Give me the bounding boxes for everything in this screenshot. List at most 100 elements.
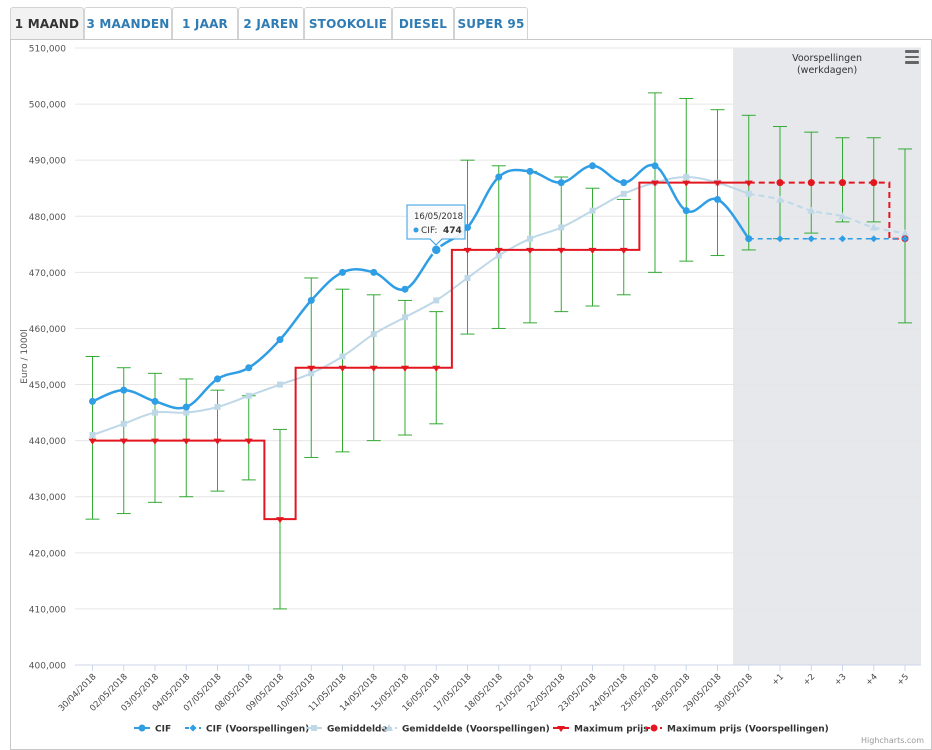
chart-menu-icon[interactable] [901,47,923,67]
point-cif [401,285,409,293]
point-cif [557,179,565,187]
point-gemiddelde-voorspellingen [869,223,878,231]
point-maximum-prijs-voorspellingen [776,179,784,187]
tab-1-jaar[interactable]: 1 JAAR [172,7,238,40]
series-line-gemiddelde-voorspellingen [748,192,906,235]
point-maximum-prijs [713,180,722,187]
x-tick-label: +5 [895,672,911,688]
legend-label: CIF (Voorspellingen) [206,725,309,735]
point-cif [464,223,471,231]
point-gemiddelde [308,370,315,377]
legend-label: CIF [155,725,171,735]
y-tick-label: 420,000 [29,549,66,559]
tab-3-maanden[interactable]: 3 MAANDEN [84,7,172,40]
point-gemiddelde [745,190,752,197]
point-gemiddelde [433,297,440,304]
point-cif [370,268,378,276]
legend-label: Maximum prijs (Voorspellingen) [667,725,829,735]
tab-2-jaren[interactable]: 2 JAREN [238,7,304,40]
x-tick-label: +3 [833,672,849,688]
tooltip-box [406,204,466,246]
point-gemiddelde [120,420,127,427]
point-maximum-prijs [682,180,691,187]
point-gemiddelde [683,174,690,181]
tooltip-date: 16/05/2018 [414,212,463,222]
point-maximum-prijs [494,247,503,254]
point-gemiddelde-voorspellingen [838,212,847,220]
point-cif [495,173,503,181]
point-gemiddelde [339,353,346,360]
y-axis-title: Euro / 1000l [20,329,30,384]
point-maximum-prijs-voorspellingen [839,179,846,187]
series-line-maximum-prijs [92,181,749,521]
tooltip-marker [413,227,419,233]
point-gemiddelde-voorspellingen [901,229,909,237]
legend-item[interactable]: CIF (Voorspellingen) [185,724,309,735]
point-gemiddelde [558,224,565,231]
point-gemiddelde [183,409,190,416]
tooltip-series: CIF: [421,226,437,236]
legend-symbol [311,725,317,731]
point-cif [214,375,221,383]
legend-label: Maximum prijs [574,725,649,735]
point-maximum-prijs [182,438,191,445]
tab-1-maand[interactable]: 1 MAAND [10,7,84,40]
point-cif-voorspellingen [807,235,815,243]
point-maximum-prijs [213,438,222,445]
point-cif [307,296,315,304]
point-cif [151,397,159,405]
point-gemiddelde [152,409,158,416]
forecast-band [733,48,921,665]
legend-item[interactable]: CIF [134,724,171,735]
point-cif [714,195,721,203]
y-tick-label: 440,000 [29,437,66,447]
point-cif-voorspellingen [870,235,878,243]
point-cif [120,386,128,394]
point-gemiddelde-voorspellingen [776,195,784,203]
point-cif [339,268,346,276]
point-cif [682,207,690,215]
highcharts-credit[interactable]: Highcharts.com [861,736,924,745]
legend-item[interactable]: Gemiddelde (Voorspellingen) [381,724,550,735]
point-cif-voorspellingen [901,235,909,243]
point-maximum-prijs-voorspellingen [807,179,815,187]
y-tick-label: 430,000 [29,493,66,503]
point-maximum-prijs [276,517,284,524]
forecast-band-sublabel: (werkdagen) [797,65,857,76]
y-tick-label: 470,000 [29,269,66,279]
series-line-cif [92,163,750,410]
point-cif [526,167,534,175]
tab-stookolie[interactable]: STOOKOLIE [304,7,392,40]
point-cif [276,336,284,344]
y-tick-label: 400,000 [29,662,66,672]
point-maximum-prijs [651,180,659,187]
point-gemiddelde [464,274,471,281]
point-gemiddelde [245,392,252,399]
tab-super-95[interactable]: SUPER 95 [454,7,528,40]
point-gemiddelde [277,381,283,388]
point-cif [620,179,628,187]
tab-diesel[interactable]: DIESEL [392,7,454,40]
point-maximum-prijs [744,180,753,187]
point-gemiddelde-voorspellingen [807,206,816,214]
point-gemiddelde [370,331,377,338]
x-tick-label: +1 [770,672,786,688]
legend-item[interactable]: Maximum prijs [553,725,649,735]
x-tick-label: +4 [864,672,880,688]
y-tick-label: 490,000 [29,157,66,167]
tooltip: 16/05/2018 CIF: 474 [406,204,466,246]
legend-symbol [557,726,565,732]
point-maximum-prijs [88,438,97,445]
point-maximum-prijs [338,365,347,372]
y-tick-label: 410,000 [29,605,66,615]
legend-item[interactable]: Maximum prijs (Voorspellingen) [646,724,829,735]
point-cif-voorspellingen [776,235,784,243]
point-maximum-prijs-voorspellingen [870,179,878,187]
point-maximum-prijs [119,438,128,445]
point-cif-voorspellingen [839,235,846,243]
y-tick-label: 450,000 [29,381,66,391]
legend-item[interactable]: Gemiddelde [306,725,388,735]
point-cif [745,235,753,243]
point-maximum-prijs [151,438,159,445]
